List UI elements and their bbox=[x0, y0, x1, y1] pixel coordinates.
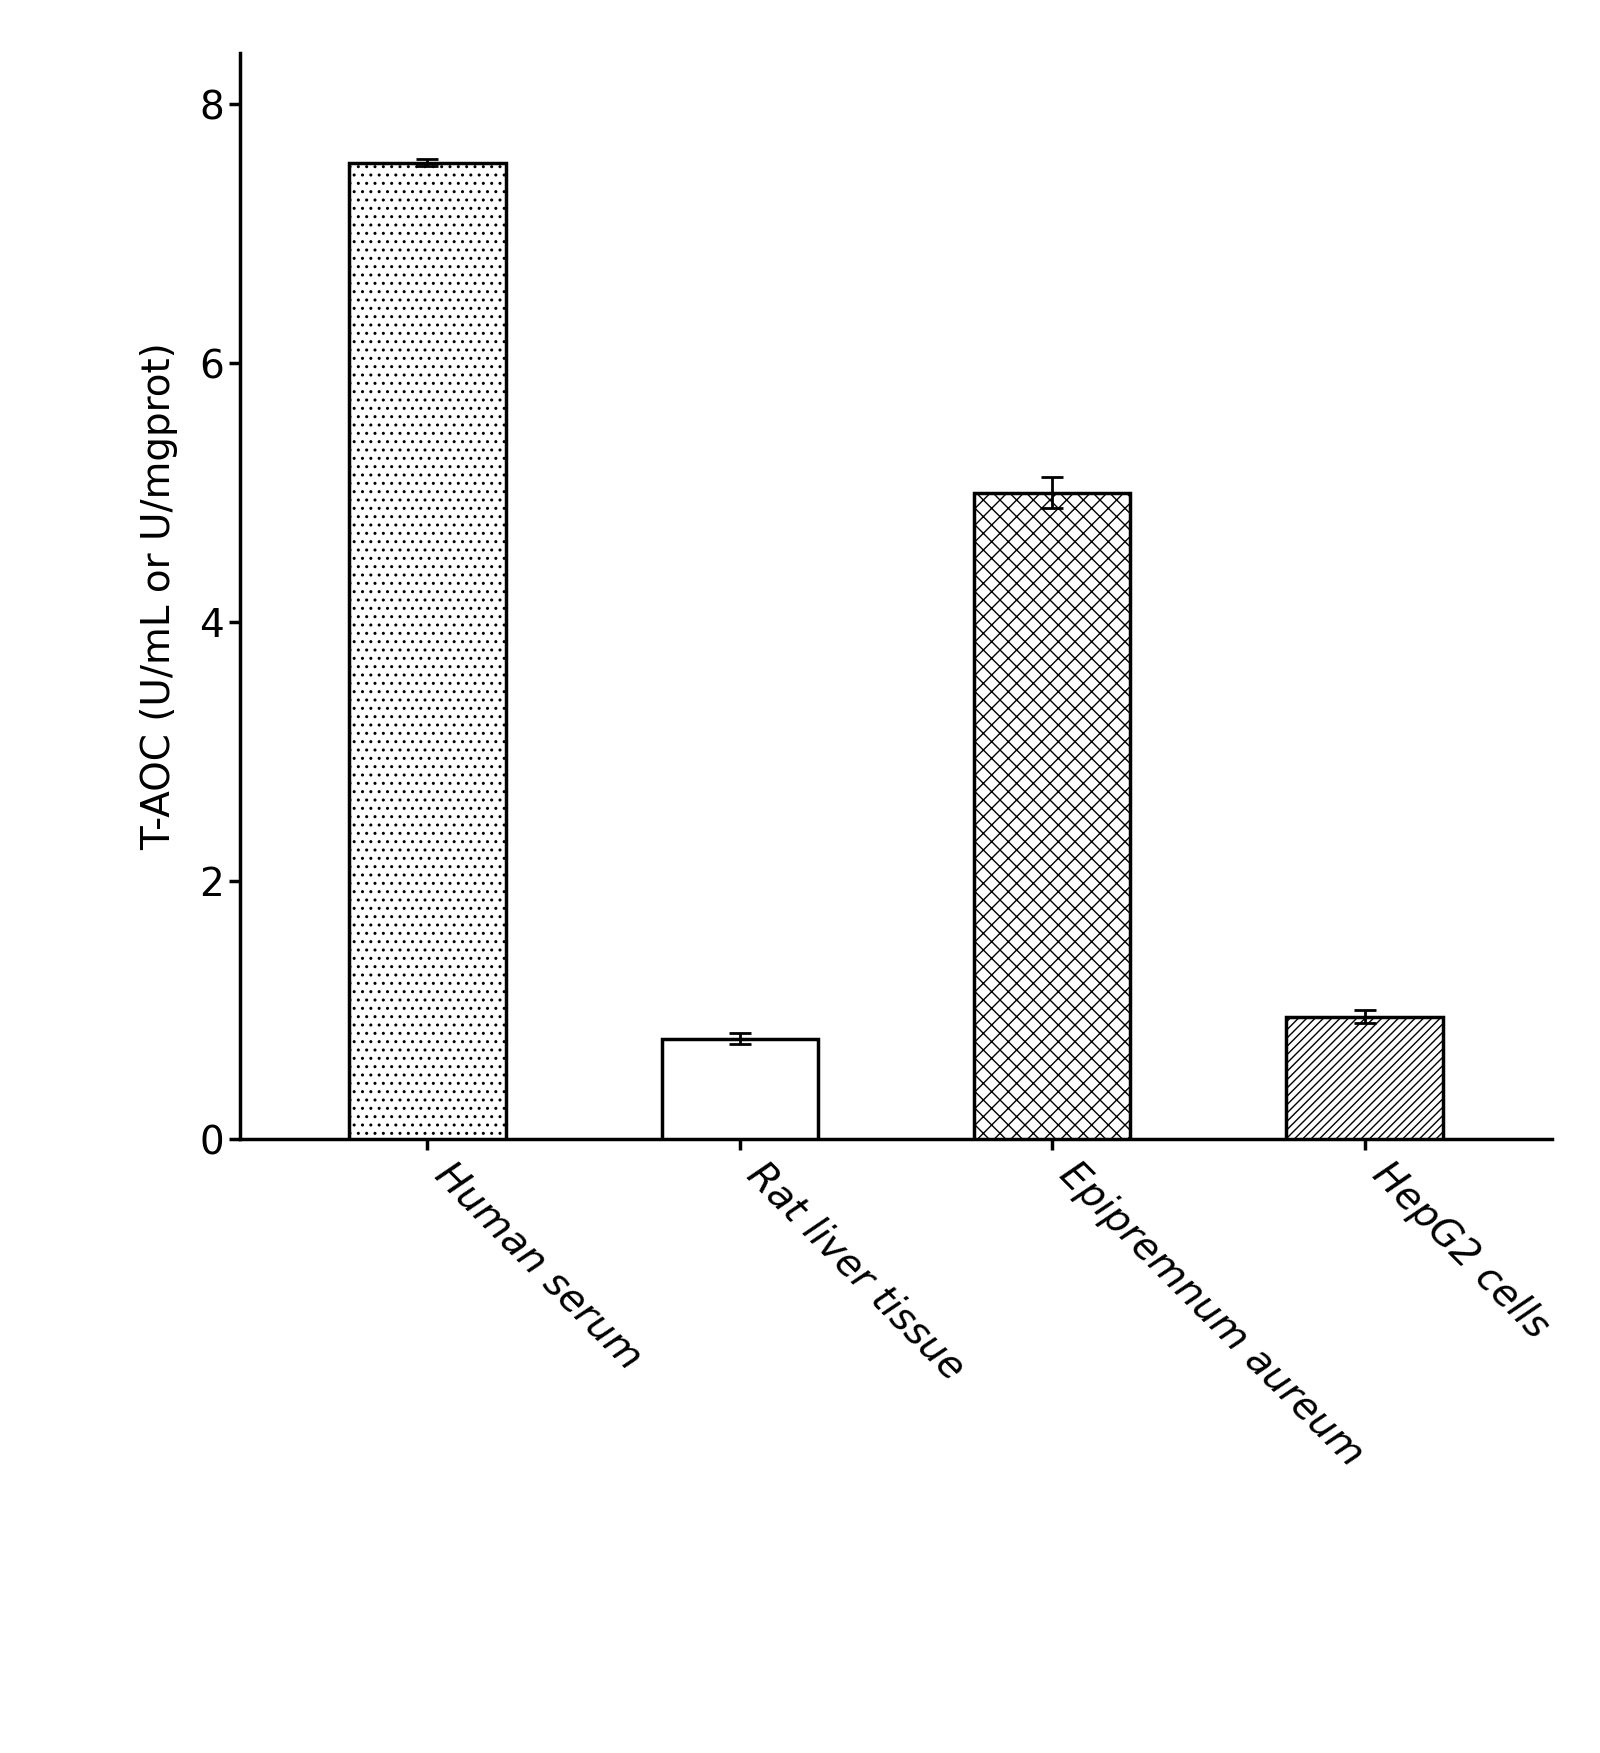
Bar bbox=[349, 163, 506, 1139]
Bar bbox=[662, 1038, 818, 1139]
Bar bbox=[1286, 1017, 1443, 1139]
Bar bbox=[974, 493, 1130, 1139]
Y-axis label: T-AOC (U/mL or U/mgprot): T-AOC (U/mL or U/mgprot) bbox=[141, 342, 178, 850]
